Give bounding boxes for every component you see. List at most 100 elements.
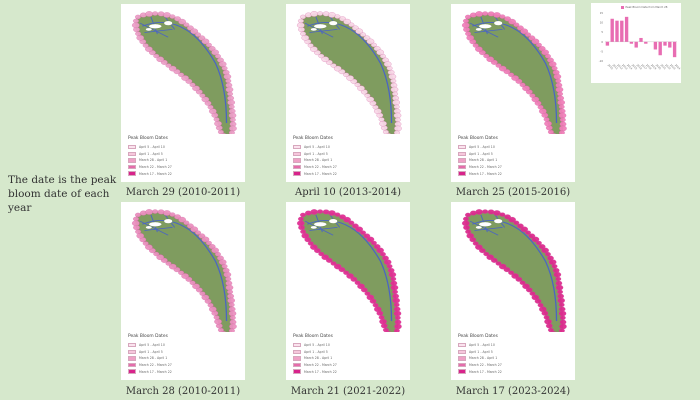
legend-row: March 28 - April 1	[128, 355, 240, 362]
map-panel: Peak Bloom Dates April 5 - April 10 April …	[286, 4, 410, 182]
x-tick-label: 2022	[664, 63, 672, 71]
legend-swatch	[458, 171, 466, 176]
blossom-dot	[486, 254, 495, 260]
bar	[605, 41, 610, 46]
legend-swatch	[458, 145, 466, 150]
blossom-dot	[228, 310, 237, 317]
blossom-dot	[535, 240, 542, 246]
blossom-dot	[186, 223, 194, 229]
blossom-dot	[156, 56, 165, 62]
blossom-dot	[174, 16, 181, 22]
blossom-dot	[498, 263, 507, 270]
blossom-dot	[214, 120, 222, 127]
blossom-dot	[462, 220, 470, 226]
blossom-dot	[543, 315, 550, 320]
blossom-dot	[508, 72, 515, 77]
blossom-dot	[555, 284, 564, 291]
blossom-dot	[543, 117, 550, 122]
blossom-dot	[379, 252, 386, 257]
blossom-dot	[482, 11, 489, 16]
blossom-dot	[390, 284, 399, 291]
blossom-dot	[192, 283, 200, 290]
blossom-dot	[152, 11, 159, 16]
tidal-basin-map	[462, 209, 567, 332]
blossom-dot	[504, 214, 511, 220]
blossom-dot	[133, 18, 139, 24]
blossom-dot	[213, 315, 220, 320]
blossom-dot	[360, 230, 366, 235]
legend-row: April 1 - April 5	[128, 151, 240, 158]
blossom-dot	[515, 276, 523, 282]
blossom-dot	[559, 125, 567, 132]
blossom-dot	[355, 28, 364, 35]
pond	[493, 20, 503, 26]
legend-label: April 1 - April 5	[304, 151, 328, 156]
blossom-dot	[173, 267, 181, 273]
blossom-dot	[516, 223, 524, 229]
legend-label: March 17 - March 22	[469, 369, 502, 374]
blossom-dot	[343, 18, 351, 25]
x-tick-label: 2023	[669, 63, 677, 71]
chart-legend-label: Peak Bloom Date from March 28	[625, 6, 668, 9]
blossom-dot	[558, 328, 565, 332]
blossom-dot	[466, 35, 475, 41]
blossom-dot	[495, 261, 502, 266]
blossom-dot	[135, 31, 142, 36]
x-tick-label: 2015	[631, 63, 639, 71]
blossom-dot	[213, 117, 220, 122]
legend-row: March 17 - March 22	[293, 368, 405, 375]
blossom-dot	[493, 210, 501, 216]
blossom-dot	[297, 220, 305, 226]
blossom-dot	[379, 120, 387, 127]
blossom-dot	[499, 212, 506, 217]
blossom-dot	[393, 328, 400, 332]
blossom-dot	[310, 11, 318, 17]
blossom-dot	[168, 263, 177, 270]
blossom-dot	[350, 276, 358, 282]
blossom-dot	[186, 25, 194, 31]
legend-swatch	[128, 151, 136, 157]
legend-label: March 22 - March 27	[304, 165, 337, 170]
legend-label: March 28 - April 1	[469, 356, 498, 361]
blossom-dot	[165, 63, 172, 68]
blossom-dot	[374, 306, 382, 312]
bar	[634, 41, 638, 48]
blossom-dot	[207, 105, 214, 110]
map-legend: Peak Bloom Dates April 5 - April 10 April …	[128, 136, 240, 177]
blossom-dot	[136, 35, 145, 41]
blossom-dot	[465, 14, 471, 20]
blossom-dot	[551, 66, 558, 71]
legend-title: Peak Bloom Dates	[293, 334, 333, 339]
blossom-dot	[227, 297, 235, 304]
legend-label: March 28 - April 1	[469, 158, 498, 163]
blossom-dot	[195, 32, 201, 37]
pond	[148, 221, 162, 227]
legend-row: March 17 - March 22	[458, 170, 570, 177]
legend-row: March 17 - March 22	[293, 170, 405, 177]
map-caption: March 21 (2021-2022)	[290, 386, 406, 397]
blossom-dot	[511, 273, 519, 279]
blossom-dot	[343, 216, 351, 223]
blossom-dot	[318, 251, 325, 257]
blossom-dot	[152, 209, 159, 214]
legend-label: March 28 - April 1	[304, 356, 333, 361]
blossom-dot	[350, 78, 358, 84]
blossom-dot	[499, 14, 506, 19]
legend-swatch	[128, 356, 136, 361]
legend-swatch	[458, 164, 466, 170]
chart-plot: 2010201120122013201420152016201720182019…	[599, 11, 681, 71]
blossom-dot	[229, 117, 236, 122]
blossom-dot	[195, 230, 201, 235]
blossom-dot	[555, 78, 562, 84]
blossom-dot	[190, 28, 199, 35]
map-panel: Peak Bloom Dates April 5 - April 10 April …	[451, 202, 575, 380]
bar	[620, 20, 624, 42]
blossom-dot	[558, 302, 565, 307]
blossom-dot	[348, 220, 355, 225]
blossom-dot	[145, 46, 153, 52]
blossom-dot	[298, 18, 304, 24]
x-tick-label: 2024	[674, 63, 681, 71]
legend-swatch	[293, 158, 301, 163]
pond	[475, 27, 483, 32]
blossom-dot	[307, 241, 314, 246]
